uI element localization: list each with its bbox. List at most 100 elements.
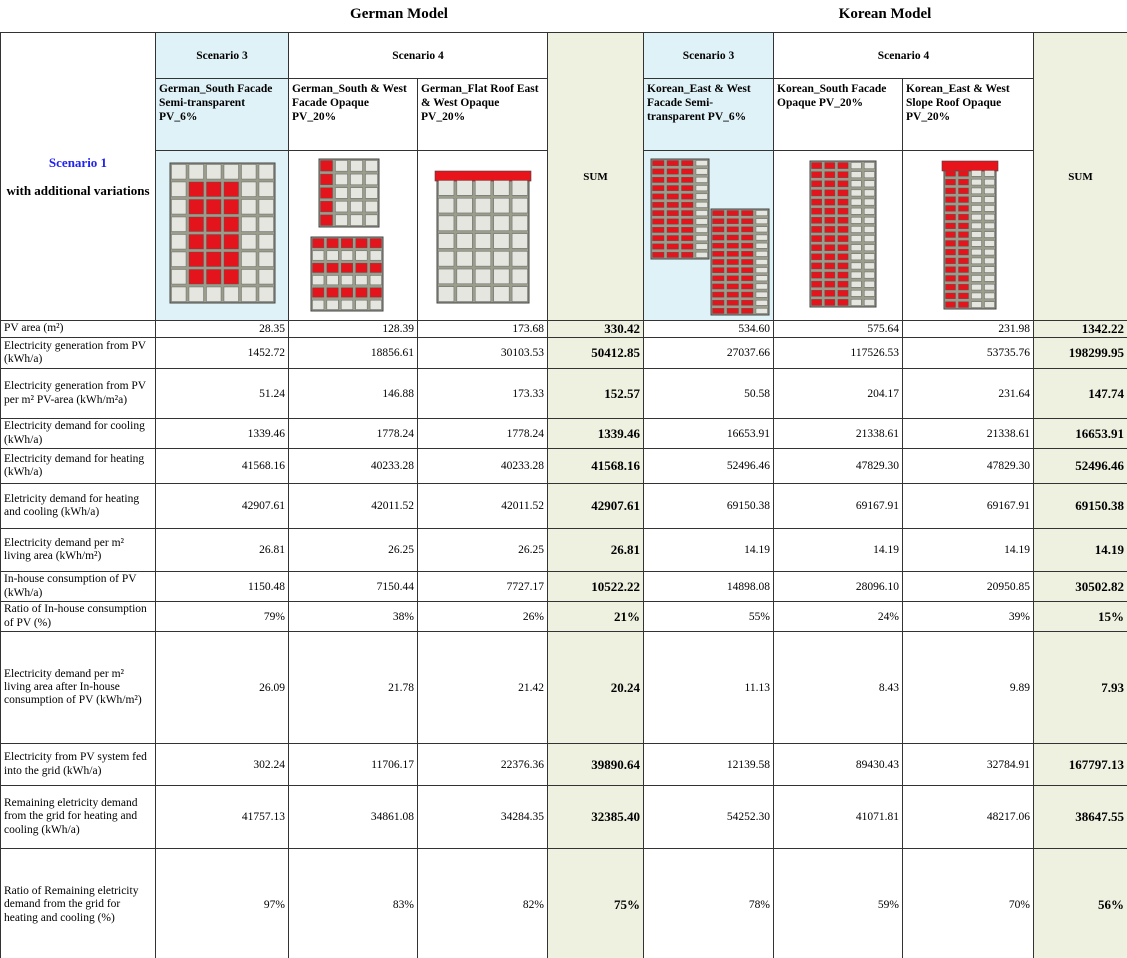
shape bbox=[837, 180, 849, 188]
shape bbox=[711, 308, 724, 314]
shape bbox=[241, 216, 257, 232]
shape bbox=[824, 207, 836, 215]
shape bbox=[711, 226, 724, 233]
shape bbox=[241, 164, 257, 180]
value-cell: 1452.72 bbox=[155, 337, 289, 369]
shape bbox=[511, 180, 528, 196]
value-cell: 575.64 bbox=[773, 320, 903, 338]
value-cell: 79% bbox=[155, 601, 289, 632]
shape bbox=[206, 269, 222, 285]
shape bbox=[711, 275, 724, 282]
shape bbox=[365, 160, 378, 172]
header-row: German_South Facade Semi-transparent PV_… bbox=[1, 78, 1127, 151]
shape bbox=[864, 253, 875, 261]
data-row: Ratio of In-house consumption of PV (%) 7… bbox=[0, 601, 1127, 632]
shape bbox=[171, 286, 187, 302]
shape bbox=[241, 269, 257, 285]
row-label: Electricity demand for heating (kWh/a) bbox=[0, 448, 156, 484]
shape bbox=[474, 198, 491, 214]
shape bbox=[740, 308, 753, 314]
shape bbox=[223, 251, 239, 267]
value-cell: 47829.30 bbox=[902, 448, 1034, 484]
row-label: Electricity demand for cooling (kWh/a) bbox=[0, 418, 156, 449]
sum-cell: 50412.85 bbox=[547, 337, 644, 369]
shape bbox=[206, 164, 222, 180]
sum-cell: 152.57 bbox=[547, 368, 644, 419]
shape bbox=[666, 243, 679, 250]
shape bbox=[341, 262, 353, 273]
data-row: Remaining eletricity demand from the gri… bbox=[0, 785, 1127, 849]
shape bbox=[864, 226, 875, 233]
shape bbox=[241, 181, 257, 197]
shape bbox=[350, 173, 363, 185]
shape bbox=[824, 271, 836, 279]
scenario-header: Scenario 4 bbox=[773, 32, 1034, 79]
shape bbox=[350, 214, 363, 226]
corner-cell: Scenario 1 with additional variations bbox=[0, 32, 156, 321]
shape bbox=[206, 216, 222, 232]
shape bbox=[837, 280, 849, 288]
shape bbox=[241, 234, 257, 250]
shape bbox=[740, 210, 753, 216]
value-cell: 30103.53 bbox=[417, 337, 548, 369]
value-cell: 38% bbox=[288, 601, 418, 632]
shape bbox=[474, 251, 491, 267]
sum-cell: 16653.91 bbox=[1033, 418, 1127, 449]
shape bbox=[824, 217, 836, 224]
shape bbox=[740, 242, 753, 249]
shape bbox=[666, 201, 679, 208]
shape bbox=[369, 275, 382, 286]
shape bbox=[864, 207, 875, 215]
shape bbox=[171, 234, 187, 250]
shape bbox=[971, 249, 982, 256]
data-row: Eletricity demand for heating and coolin… bbox=[0, 483, 1127, 529]
shape bbox=[511, 286, 528, 302]
shape bbox=[666, 235, 679, 242]
shape bbox=[188, 251, 204, 267]
shape bbox=[984, 266, 995, 273]
shape bbox=[666, 160, 679, 167]
shape bbox=[811, 271, 822, 279]
shape bbox=[850, 235, 862, 242]
shape bbox=[984, 249, 995, 256]
value-cell: 204.17 bbox=[773, 368, 903, 419]
shape bbox=[824, 171, 836, 178]
shape bbox=[811, 217, 822, 224]
shape bbox=[258, 251, 274, 267]
shape bbox=[726, 210, 739, 216]
shape bbox=[511, 268, 528, 284]
shape bbox=[492, 233, 509, 249]
sum-cell: 69150.38 bbox=[1033, 483, 1127, 529]
shape bbox=[850, 299, 862, 306]
image-row bbox=[1, 150, 1127, 321]
shape bbox=[971, 170, 982, 177]
value-cell: 89430.43 bbox=[773, 743, 903, 786]
shape bbox=[695, 185, 708, 192]
shape bbox=[984, 292, 995, 299]
shape bbox=[740, 251, 753, 257]
shape bbox=[945, 214, 956, 221]
shape bbox=[755, 299, 768, 306]
value-cell: 97% bbox=[155, 848, 289, 958]
shape bbox=[824, 299, 836, 306]
shape bbox=[837, 244, 849, 251]
shape bbox=[680, 160, 693, 167]
value-cell: 78% bbox=[643, 848, 774, 958]
shape bbox=[188, 234, 204, 250]
value-cell: 26.81 bbox=[155, 528, 289, 572]
sum-cell: 330.42 bbox=[547, 320, 644, 338]
column-name: German_South & West Facade Opaque PV_20% bbox=[288, 78, 418, 151]
shape bbox=[355, 262, 368, 273]
sum-cell: 56% bbox=[1033, 848, 1127, 958]
shape bbox=[958, 284, 969, 291]
shape bbox=[864, 198, 875, 206]
shape bbox=[971, 275, 982, 282]
shape bbox=[695, 176, 708, 183]
value-cell: 51.24 bbox=[155, 368, 289, 419]
row-label: Electricity generation from PV (kWh/a) bbox=[0, 337, 156, 369]
shape bbox=[711, 291, 724, 298]
column-name: Korean_South Facade Opaque PV_20% bbox=[773, 78, 903, 151]
shape bbox=[837, 299, 849, 306]
shape bbox=[850, 271, 862, 279]
image-cell bbox=[417, 150, 548, 321]
